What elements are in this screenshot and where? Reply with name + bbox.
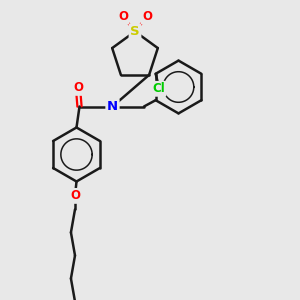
Text: N: N (107, 100, 118, 113)
Text: S: S (130, 25, 140, 38)
Text: O: O (142, 10, 152, 23)
Text: Cl: Cl (152, 82, 165, 95)
Text: O: O (118, 10, 128, 23)
Text: O: O (70, 189, 80, 203)
Text: O: O (73, 81, 83, 94)
